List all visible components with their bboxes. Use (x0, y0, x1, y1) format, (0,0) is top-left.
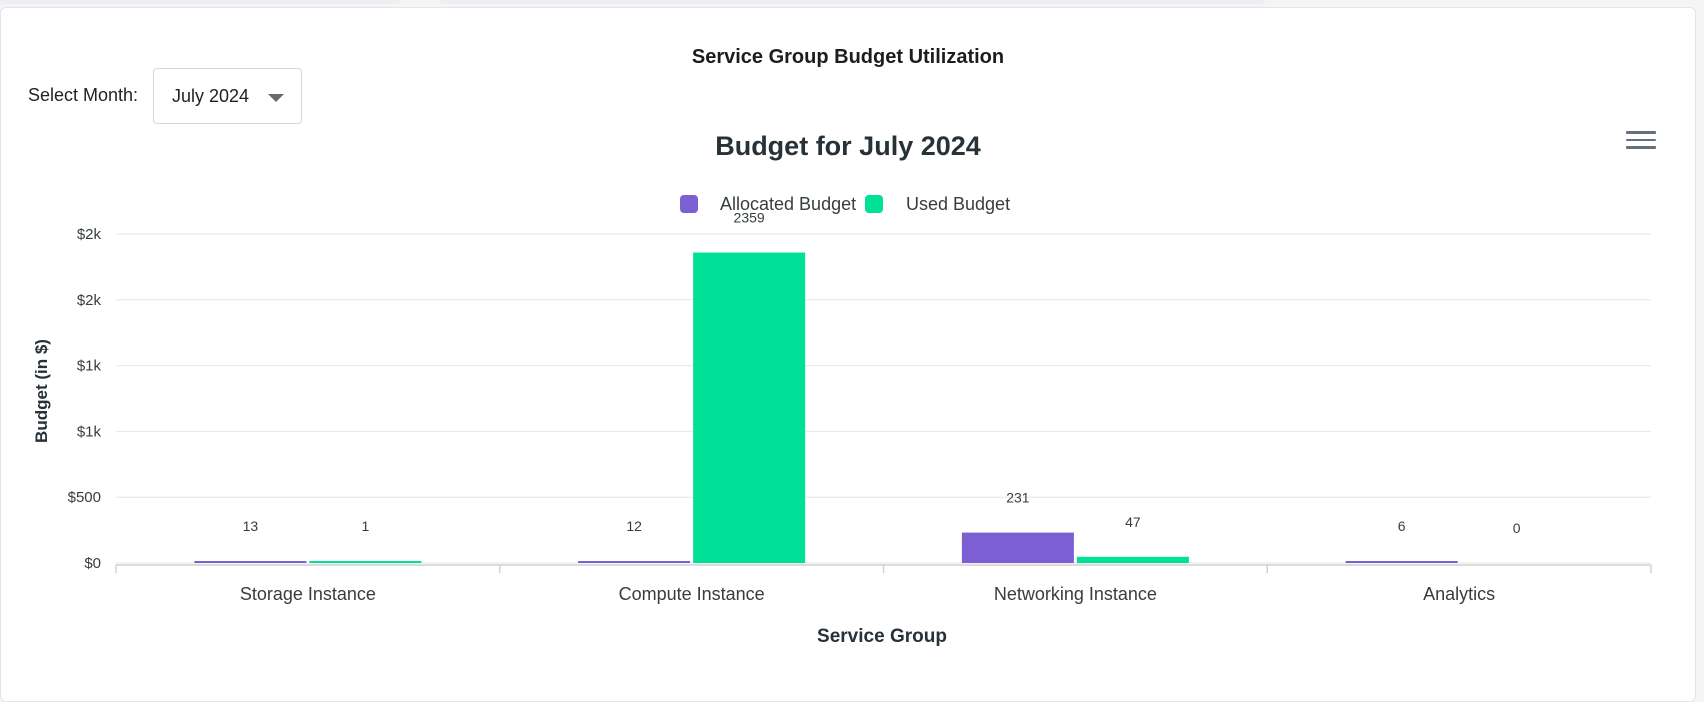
data-label: 47 (1125, 514, 1141, 530)
x-tick-label: Networking Instance (994, 584, 1157, 604)
chevron-down-icon (268, 94, 284, 102)
legend-label-0: Allocated Budget (720, 194, 856, 214)
bar-allocated (961, 532, 1074, 563)
chart-menu-icon[interactable] (1626, 131, 1656, 155)
data-label: 6 (1398, 518, 1406, 534)
bar-allocated (1345, 561, 1458, 563)
y-tick-label: $0 (84, 555, 101, 572)
legend-label-1: Used Budget (906, 194, 1010, 214)
panel-title: Service Group Budget Utilization (691, 46, 1005, 68)
y-tick-label: $2k (77, 292, 102, 309)
x-axis-title: Service Group (817, 626, 947, 647)
legend-marker-1 (865, 195, 883, 213)
background-panel-edge (440, 0, 1265, 4)
bar-used (1076, 556, 1189, 563)
bar-allocated (194, 561, 307, 563)
month-select-label: Select Month: (28, 85, 139, 105)
legend-marker-0 (680, 195, 698, 213)
y-tick-label: $2k (77, 226, 102, 243)
y-tick-label: $1k (77, 423, 102, 440)
x-tick-label: Compute Instance (619, 584, 765, 604)
data-label: 13 (243, 518, 259, 534)
bar-allocated (578, 561, 691, 563)
y-axis-title: Budget (in $) (32, 339, 51, 443)
x-tick-label: Analytics (1423, 584, 1495, 604)
month-select-value: July 2024 (172, 86, 250, 106)
data-label: 231 (1006, 490, 1030, 506)
data-label: 12 (626, 518, 642, 534)
data-label: 1 (361, 518, 369, 534)
data-label: 0 (1513, 520, 1521, 536)
bar-used (309, 561, 422, 563)
x-tick-label: Storage Instance (240, 584, 376, 604)
data-label: 2359 (734, 210, 765, 226)
month-select[interactable]: July 2024 (153, 68, 302, 124)
bar-used (693, 252, 806, 563)
y-tick-label: $1k (77, 358, 102, 375)
background-panel-edge (0, 0, 400, 4)
chart-title: Budget for July 2024 (715, 131, 981, 161)
y-tick-label: $500 (68, 489, 101, 506)
